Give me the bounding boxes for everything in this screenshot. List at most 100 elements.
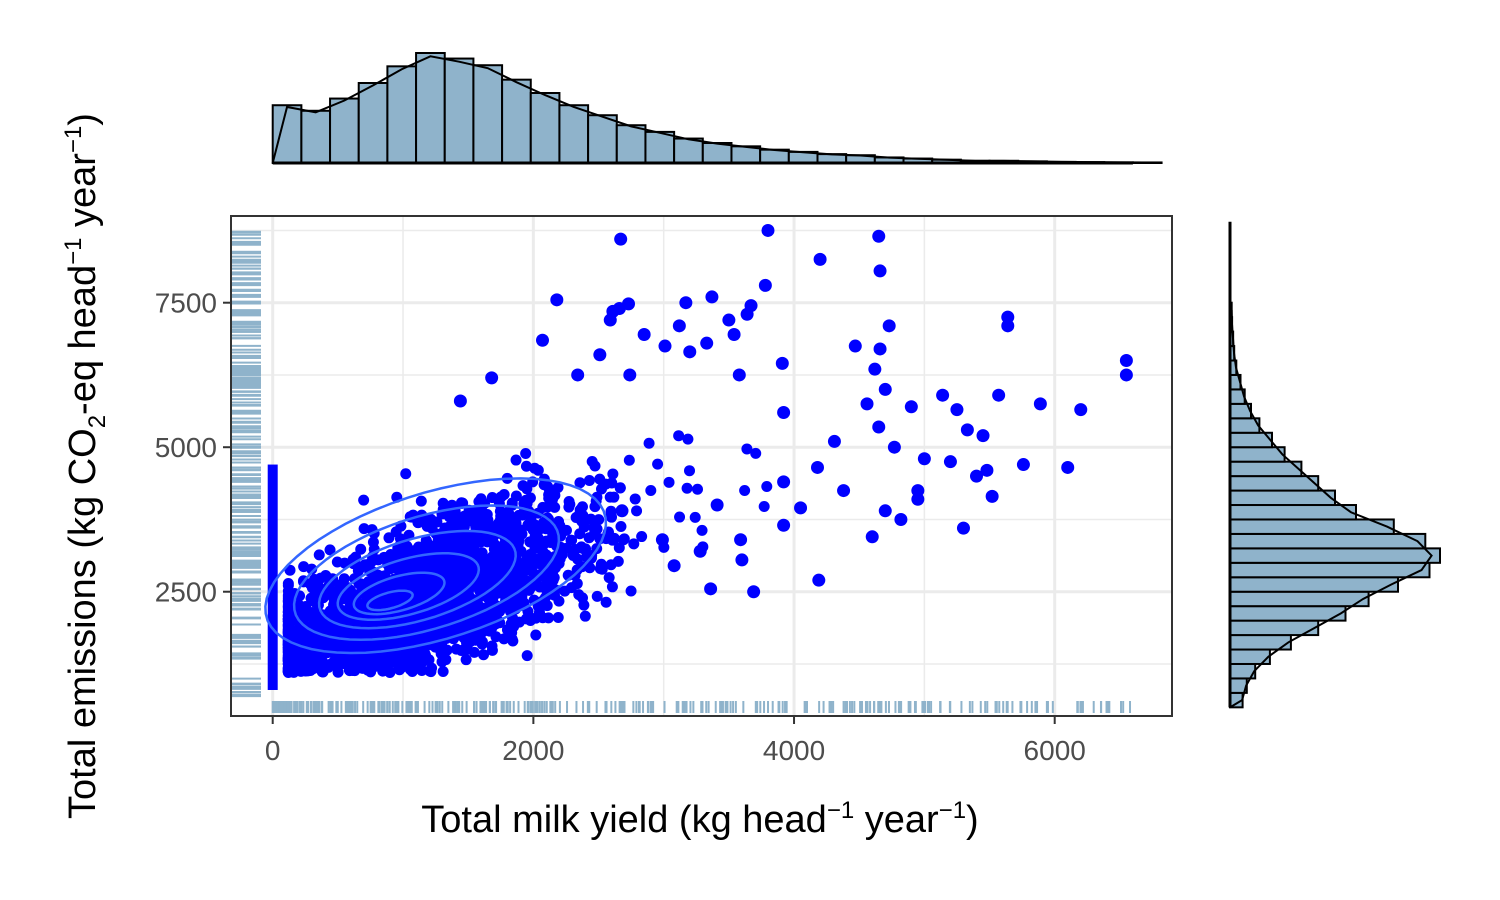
scatter-point — [643, 437, 655, 449]
y-histogram-bar — [1229, 518, 1395, 535]
scatter-point — [324, 544, 336, 556]
scatter-point — [467, 601, 479, 613]
scatter-point — [623, 454, 635, 466]
scatter-point — [614, 232, 628, 246]
scatter-point — [412, 634, 424, 646]
scatter-point — [595, 561, 607, 573]
scatter-point — [514, 582, 526, 594]
scatter-point — [591, 523, 603, 535]
scatter-point — [444, 540, 456, 552]
density-contour — [352, 571, 446, 616]
scatter-point — [486, 644, 498, 656]
scatter-point — [455, 497, 467, 509]
scatter-point — [444, 521, 456, 533]
scatter-point — [424, 560, 436, 572]
scatter-point — [758, 500, 770, 512]
density-contour — [317, 529, 517, 630]
scatter-point — [460, 654, 472, 666]
scatter-point — [727, 327, 741, 341]
scatter-point — [367, 652, 379, 664]
scatter-point — [683, 345, 697, 359]
scatter-point — [385, 638, 397, 650]
scatter-point — [750, 447, 762, 459]
rug-marks — [231, 230, 1132, 713]
scatter-point — [873, 342, 887, 356]
scatter-point — [375, 640, 387, 652]
scatter-point — [980, 463, 994, 477]
y-axis-ticks: 2500 5000 7500 — [155, 288, 231, 608]
y-title-sup: −1 — [60, 126, 87, 153]
scatter-point — [361, 639, 373, 651]
x-histogram-bar — [673, 137, 704, 165]
scatter-point — [331, 556, 343, 568]
scatter-point — [384, 563, 396, 575]
y-histogram-bar — [1229, 590, 1370, 608]
y-histogram-bar — [1229, 489, 1336, 507]
plot-panel-border — [230, 215, 1173, 717]
y-histogram-bar — [1229, 460, 1303, 478]
scatter-point — [872, 229, 886, 243]
x-histogram-bar — [443, 57, 475, 164]
y-histogram-bar — [1229, 605, 1347, 622]
scatter-point — [455, 577, 467, 589]
scatter-point — [416, 665, 428, 677]
scatter-point — [636, 531, 648, 543]
scatter-point — [282, 601, 294, 613]
scatter-point — [535, 521, 547, 533]
scatter-point — [1016, 458, 1030, 472]
x-title-sup: −1 — [939, 797, 966, 824]
scatter-point — [593, 348, 607, 362]
scatter-point — [700, 336, 714, 350]
x-tick-label: 2000 — [502, 735, 564, 766]
scatter-point — [545, 535, 557, 547]
y-histogram-bar — [1229, 504, 1357, 521]
point-cloud — [282, 430, 773, 678]
scatter-point — [593, 514, 605, 526]
y-tick-label: 5000 — [155, 432, 217, 463]
scatter-point — [777, 518, 791, 532]
scatter-point — [777, 475, 791, 489]
y-tick-label: 7500 — [155, 288, 217, 319]
density-contour — [366, 589, 414, 612]
scatter-point — [739, 484, 751, 496]
scatter-point — [480, 533, 492, 545]
scatter-point — [614, 482, 626, 494]
scatter-point — [316, 664, 328, 676]
scatter-point — [600, 478, 612, 490]
y-histogram-bar — [1229, 475, 1320, 492]
scatter-point — [860, 397, 874, 411]
scatter-point — [705, 290, 719, 304]
scatter-point — [674, 511, 686, 523]
scatter-point — [612, 301, 626, 315]
x-histogram-bar — [386, 65, 418, 164]
scatter-point — [615, 521, 627, 533]
scatter-point — [612, 555, 624, 567]
scatter-point — [454, 534, 466, 546]
y-density-curve — [1229, 309, 1433, 709]
scatter-point — [552, 612, 564, 624]
y-title-sup: −1 — [60, 238, 87, 265]
scatter-point — [882, 319, 896, 333]
scatter-point — [873, 264, 887, 278]
scatter-point — [566, 534, 578, 546]
scatter-point — [878, 504, 892, 518]
scatter-point — [530, 629, 542, 641]
scatter-point — [515, 545, 527, 557]
scatter-point — [652, 458, 664, 470]
scatter-point — [497, 518, 509, 530]
scatter-point — [456, 543, 468, 555]
scatter-point — [631, 505, 643, 517]
scatter-point — [827, 434, 841, 448]
scatter-point — [486, 623, 498, 635]
scatter-point — [506, 627, 518, 639]
scatter-point — [481, 554, 493, 566]
y-axis-title: Total emissions (kg CO2-eq head−1 year−1… — [60, 113, 111, 819]
scatter-point — [521, 650, 533, 662]
y-histogram-bar — [1229, 561, 1431, 579]
scatter-point — [848, 339, 862, 353]
scatter-point — [348, 663, 360, 675]
scatter-point — [567, 549, 579, 561]
scatter-point — [422, 537, 434, 549]
scatter-point — [498, 489, 510, 501]
scatter-point — [615, 504, 629, 518]
